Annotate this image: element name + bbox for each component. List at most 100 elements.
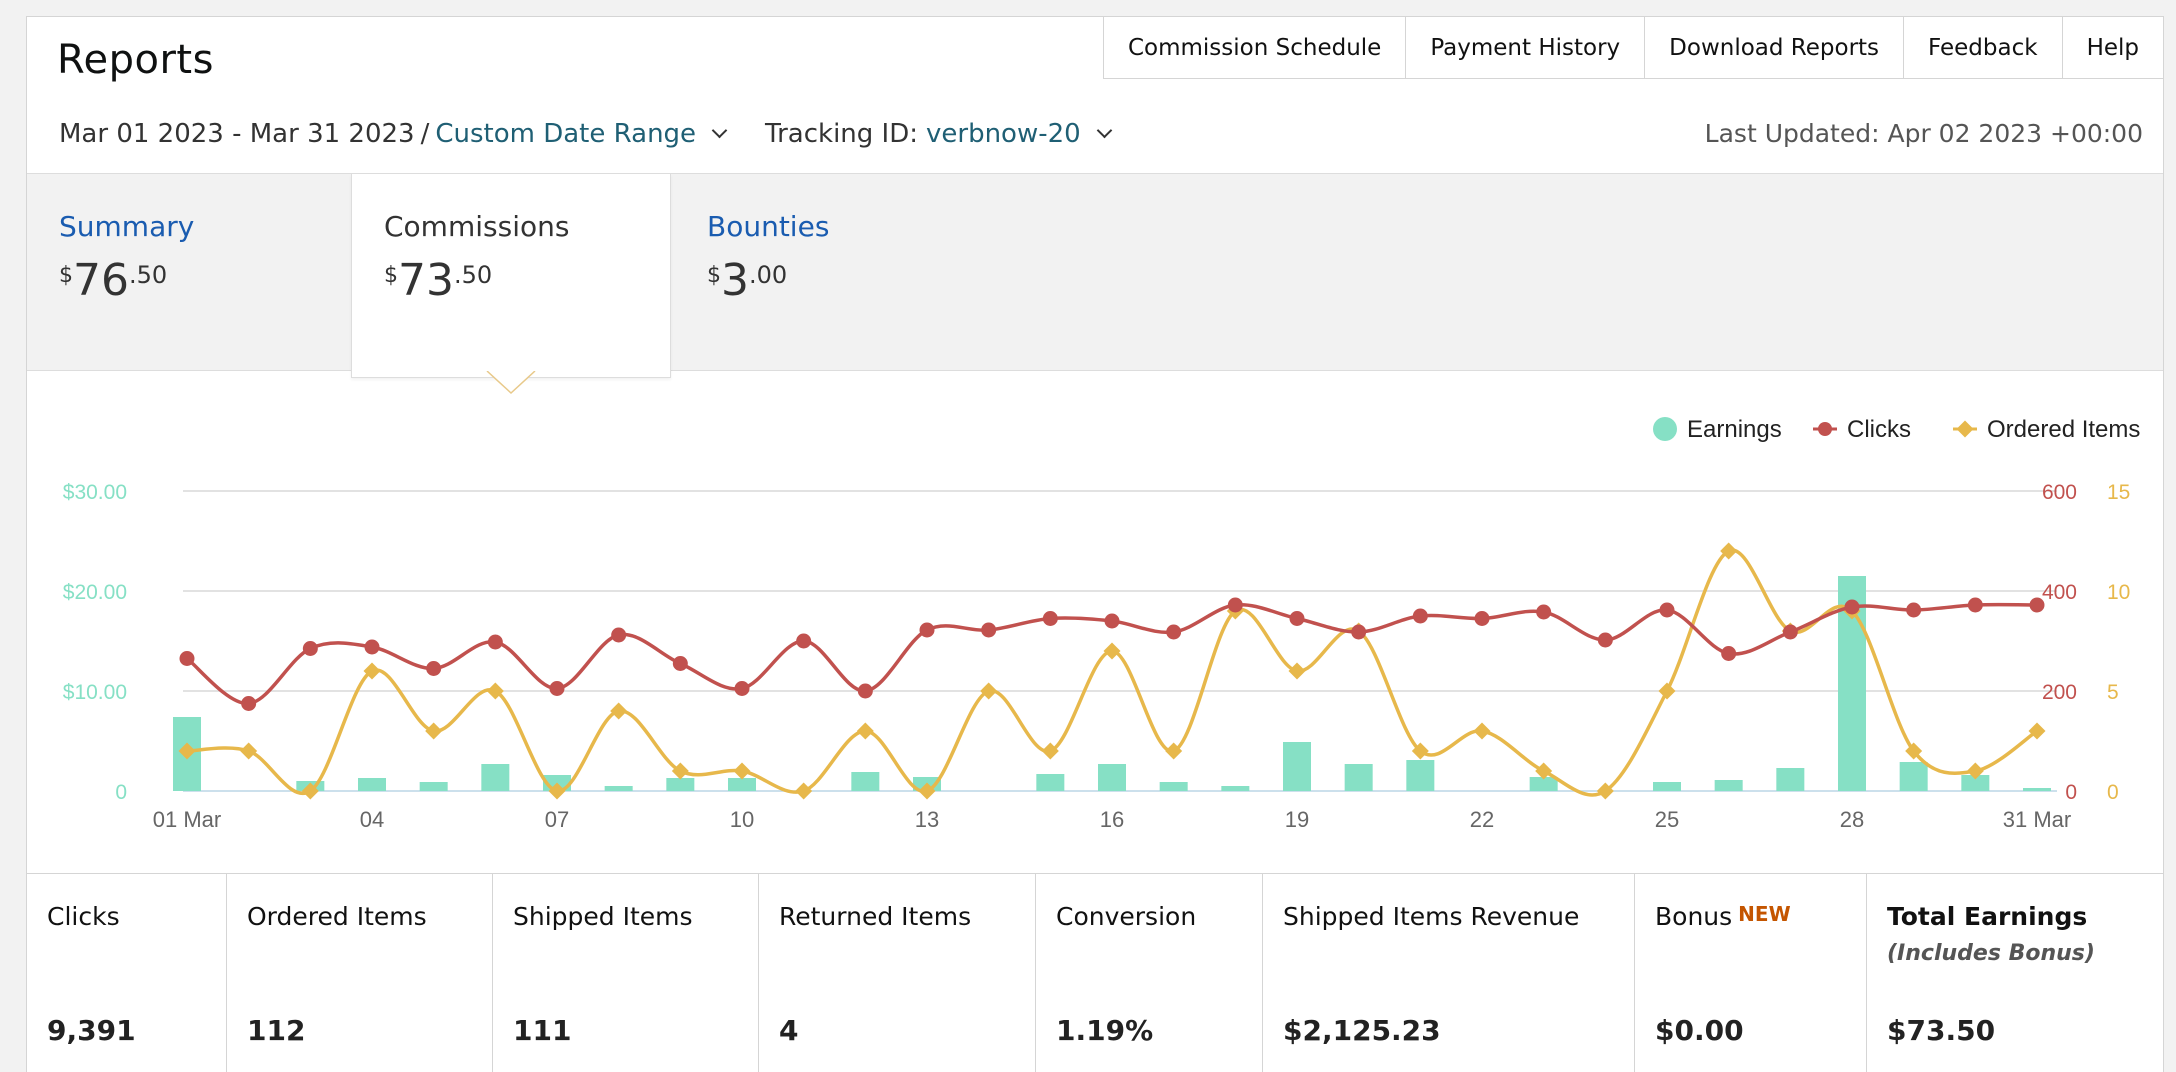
y-clicks-tick: 0 (2065, 781, 2077, 804)
y-left-tick: 0 (115, 781, 127, 804)
ordered-items-point (178, 742, 196, 760)
earnings-bar (1961, 775, 1990, 791)
stat-value: 9,391 (47, 1014, 136, 1047)
ordered-items-point (671, 762, 689, 780)
earnings-bar (358, 778, 386, 791)
chevron-down-icon[interactable] (1096, 122, 1112, 138)
stat-value: $73.50 (1887, 1014, 1996, 1047)
stat-returned-items: Returned Items 4 (759, 874, 1036, 1072)
clicks-point (1166, 624, 1182, 640)
clicks-point (857, 683, 873, 699)
legend-earnings-marker (1653, 417, 1677, 441)
clicks-point (1351, 624, 1367, 640)
payment-history-link[interactable]: Payment History (1405, 17, 1645, 79)
stat-label: Total Earnings (1887, 902, 2088, 931)
stat-label: Shipped Items Revenue (1283, 902, 1580, 931)
clicks-point (672, 656, 688, 671)
ordered-items-point (1658, 682, 1676, 700)
clicks-point (1227, 597, 1243, 613)
chevron-down-icon[interactable] (711, 122, 728, 138)
stat-label: Shipped Items (513, 902, 693, 931)
y-items-tick: 5 (2107, 681, 2119, 704)
clicks-point (549, 681, 565, 696)
ordered-items-point (1473, 722, 1491, 740)
ordered-items-point (856, 722, 874, 740)
stat-label: Returned Items (779, 902, 972, 931)
tracking-id-dropdown[interactable]: verbnow-20 (926, 119, 1081, 149)
ordered-items-point (1165, 742, 1183, 760)
legend-items-label: Ordered Items (1987, 416, 2140, 443)
earnings-bar (1776, 768, 1805, 791)
date-range-text: Mar 01 2023 - Mar 31 2023 (59, 119, 415, 149)
legend-earnings-label: Earnings (1687, 416, 1782, 443)
stat-ordered-items: Ordered Items 112 (227, 874, 493, 1072)
earnings-bar (419, 782, 448, 791)
ordered-items-point (733, 762, 751, 780)
legend-clicks-label: Clicks (1847, 416, 1911, 443)
x-tick-label: 22 (1470, 807, 1494, 832)
tab-amount: $ 73 .50 (384, 257, 670, 305)
download-reports-link[interactable]: Download Reports (1644, 17, 1904, 79)
clicks-point (426, 661, 442, 676)
ordered-items-point (1288, 662, 1306, 680)
clicks-point (1967, 597, 1983, 613)
earnings-chart: 0 0 0 $10.00 200 5 $20.00 400 10 $30.00 600 15 01 Ma… (27, 371, 2163, 891)
date-range-dropdown[interactable]: Custom Date Range (435, 119, 697, 149)
amount-whole: 73 (398, 255, 454, 306)
ordered-items-point (363, 662, 381, 680)
ordered-items-point (301, 782, 319, 800)
tab-summary[interactable]: Summary $ 76 .50 (27, 174, 347, 372)
earnings-bar (2023, 788, 2051, 791)
earnings-bar (1899, 762, 1928, 791)
x-tick-label: 31 Mar (2003, 807, 2071, 832)
x-tick-label: 10 (730, 807, 754, 832)
commission-schedule-link[interactable]: Commission Schedule (1102, 17, 1406, 79)
amount-cents: .50 (129, 261, 168, 289)
help-link[interactable]: Help (2061, 17, 2163, 79)
stat-value: 111 (513, 1014, 572, 1047)
tab-amount: $ 3 .00 (707, 257, 995, 305)
stat-label: Clicks (47, 902, 120, 931)
stat-value: $2,125.23 (1283, 1014, 1441, 1047)
ordered-items-point (1966, 762, 1984, 780)
stat-value: $0.00 (1655, 1014, 1744, 1047)
tab-label: Bounties (707, 210, 830, 243)
y-items-tick: 15 (2107, 481, 2130, 504)
feedback-link[interactable]: Feedback (1903, 17, 2062, 79)
ordered-items-point (918, 782, 936, 800)
earnings-bar (1344, 764, 1373, 791)
ordered-items-point (2028, 722, 2046, 740)
stat-label: Conversion (1056, 902, 1197, 931)
clicks-point (796, 633, 812, 649)
clicks-point (1412, 608, 1428, 624)
currency-symbol: $ (707, 263, 721, 288)
new-badge: NEW (1738, 902, 1791, 926)
clicks-point (1844, 599, 1860, 615)
stat-conversion: Conversion 1.19% (1036, 874, 1263, 1072)
earnings-bar (1653, 782, 1681, 791)
stat-label: Ordered Items (247, 902, 427, 931)
currency-symbol: $ (59, 263, 73, 288)
ordered-items-point (240, 742, 258, 760)
stat-clicks: Clicks 9,391 (27, 874, 227, 1072)
tab-bounties[interactable]: Bounties $ 3 .00 (675, 174, 995, 372)
ordered-items-point (486, 682, 504, 700)
ordered-items-point (548, 782, 566, 800)
y-left-tick: $20.00 (63, 581, 127, 604)
clicks-point (981, 622, 997, 638)
clicks-point (919, 622, 935, 638)
earnings-bar (481, 764, 510, 791)
earnings-bar (1159, 782, 1188, 791)
amount-cents: .50 (454, 261, 493, 289)
earnings-bar (1221, 786, 1250, 791)
x-tick-label: 28 (1840, 807, 1864, 832)
stat-shipped-revenue: Shipped Items Revenue $2,125.23 (1263, 874, 1635, 1072)
stat-value: 1.19% (1056, 1014, 1154, 1047)
earnings-bar (1098, 764, 1126, 791)
clicks-point (179, 651, 195, 666)
tab-commissions[interactable]: Commissions $ 73 .50 (351, 174, 671, 378)
clicks-point (1597, 632, 1613, 648)
legend-items-marker (1956, 420, 1974, 438)
tab-label: Summary (59, 210, 195, 243)
y-items-tick: 0 (2107, 781, 2119, 804)
